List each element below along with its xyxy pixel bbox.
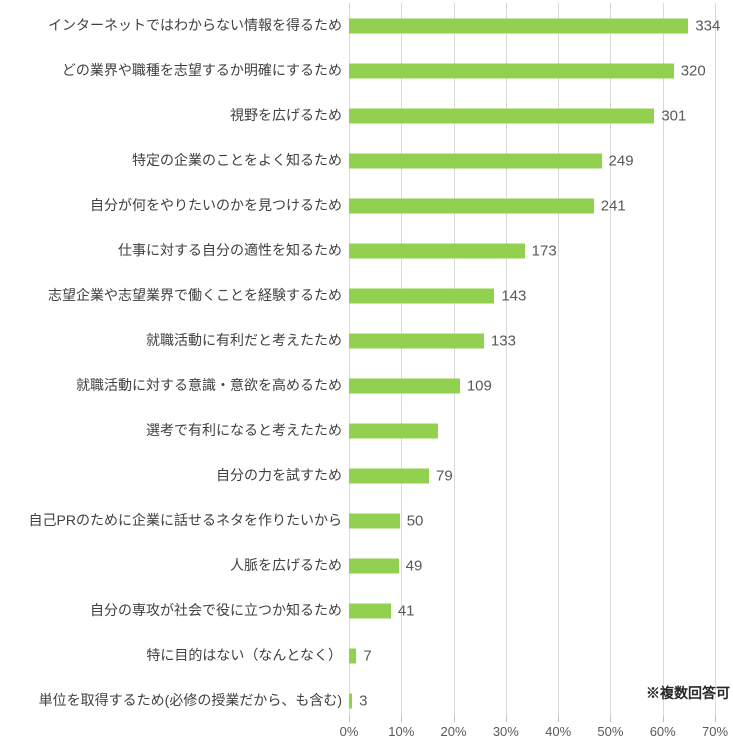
value-label: 143 bbox=[501, 287, 527, 304]
category-label: 自分が何をやりたいのかを見つけるため bbox=[90, 197, 342, 214]
x-axis-tick-label: 20% bbox=[440, 724, 467, 739]
x-axis-tick-label: 40% bbox=[545, 724, 572, 739]
x-axis-tick-label: 10% bbox=[388, 724, 415, 739]
category-label: どの業界や職種を志望するか明確にするため bbox=[61, 62, 342, 79]
bar-track: 50 bbox=[349, 498, 715, 543]
bar-track: 7 bbox=[349, 633, 715, 678]
chart-row: 志望企業や志望業界で働くことを経験するため 143 bbox=[0, 273, 733, 318]
category-label: インターネットではわからない情報を得るため bbox=[48, 17, 342, 34]
bar-track: 241 bbox=[349, 183, 715, 228]
category-label: 自分の力を試すため bbox=[216, 467, 342, 484]
bar-track bbox=[349, 408, 715, 453]
category-label: 志望企業や志望業界で働くことを経験するため bbox=[48, 287, 342, 304]
bar bbox=[349, 423, 438, 438]
bar-track: 109 bbox=[349, 363, 715, 408]
bar-track: 173 bbox=[349, 228, 715, 273]
bar-track: 133 bbox=[349, 318, 715, 363]
bar bbox=[349, 513, 400, 528]
bar bbox=[349, 558, 399, 573]
bar bbox=[349, 198, 594, 213]
chart-row: 自分の力を試すため 79 bbox=[0, 453, 733, 498]
chart-row: どの業界や職種を志望するか明確にするため 320 bbox=[0, 48, 733, 93]
value-label: 41 bbox=[397, 602, 415, 619]
chart-row: 人脈を広げるため 49 bbox=[0, 543, 733, 588]
bar bbox=[349, 243, 525, 258]
category-label: 選考で有利になると考えたため bbox=[146, 422, 342, 439]
category-label: 仕事に対する自分の適性を知るため bbox=[118, 242, 342, 259]
chart-row: 自分の専攻が社会で役に立つか知るため 41 bbox=[0, 588, 733, 633]
chart-row: 視野を広げるため 301 bbox=[0, 93, 733, 138]
multiple-answers-note: ※複数回答可 bbox=[646, 685, 730, 701]
category-label: 自分の専攻が社会で役に立つか知るため bbox=[90, 602, 342, 619]
category-label: 単位を取得するため(必修の授業だから、も含む) bbox=[38, 692, 342, 709]
bar bbox=[349, 108, 655, 123]
category-label: 視野を広げるため bbox=[230, 107, 342, 124]
value-label: 334 bbox=[695, 17, 721, 34]
bar bbox=[349, 603, 391, 618]
value-label: 7 bbox=[363, 647, 372, 664]
x-axis-tick-label: 70% bbox=[701, 724, 729, 739]
value-label: 173 bbox=[531, 242, 557, 259]
bar-track: 41 bbox=[349, 588, 715, 633]
chart-row: 就職活動に対する意識・意欲を高めるため 109 bbox=[0, 363, 733, 408]
chart-row: 自己PRのために企業に話せるネタを作りたいから 50 bbox=[0, 498, 733, 543]
bar bbox=[349, 288, 495, 303]
bar-track: 3 bbox=[349, 678, 715, 723]
bar bbox=[349, 693, 353, 708]
x-axis-tick-label: 0% bbox=[339, 724, 359, 739]
value-label: 241 bbox=[600, 197, 626, 214]
chart-row: インターネットではわからない情報を得るため 334 bbox=[0, 3, 733, 48]
value-label: 79 bbox=[435, 467, 453, 484]
chart-row: 仕事に対する自分の適性を知るため 173 bbox=[0, 228, 733, 273]
category-label: 自己PRのために企業に話せるネタを作りたいから bbox=[28, 512, 342, 529]
chart-row: 自分が何をやりたいのかを見つけるため 241 bbox=[0, 183, 733, 228]
bar bbox=[349, 378, 460, 393]
value-label: 249 bbox=[608, 152, 634, 169]
category-label: 就職活動に有利だと考えたため bbox=[146, 332, 342, 349]
rows-layer: インターネットではわからない情報を得るため 334 どの業界や職種を志望するか明確に… bbox=[0, 3, 733, 723]
bar-track: 301 bbox=[349, 93, 715, 138]
chart-row: 特に目的はない（なんとなく） 7 bbox=[0, 633, 733, 678]
value-label: 49 bbox=[405, 557, 423, 574]
x-axis-tick-label: 60% bbox=[649, 724, 676, 739]
bar-track: 49 bbox=[349, 543, 715, 588]
bar-track: 79 bbox=[349, 453, 715, 498]
bar bbox=[349, 333, 484, 348]
x-axis-tick-label: 30% bbox=[492, 724, 519, 739]
chart-row: 単位を取得するため(必修の授業だから、も含む) 3 bbox=[0, 678, 733, 723]
bar bbox=[349, 153, 602, 168]
chart-row: 選考で有利になると考えたため bbox=[0, 408, 733, 453]
value-label: 320 bbox=[680, 62, 706, 79]
x-axis-tick-label: 50% bbox=[597, 724, 624, 739]
bar bbox=[349, 63, 674, 78]
value-label: 3 bbox=[359, 692, 368, 709]
bar bbox=[349, 648, 357, 663]
bar-track: 320 bbox=[349, 48, 715, 93]
chart-row: 特定の企業のことをよく知るため 249 bbox=[0, 138, 733, 183]
category-label: 就職活動に対する意識・意欲を高めるため bbox=[76, 377, 342, 394]
value-label: 109 bbox=[466, 377, 492, 394]
bar-track: 249 bbox=[349, 138, 715, 183]
bar-track: 334 bbox=[349, 3, 720, 48]
chart-row: 就職活動に有利だと考えたため 133 bbox=[0, 318, 733, 363]
value-label: 50 bbox=[406, 512, 424, 529]
category-label: 特に目的はない（なんとなく） bbox=[146, 647, 342, 664]
category-label: 特定の企業のことをよく知るため bbox=[132, 152, 342, 169]
value-label: 133 bbox=[490, 332, 516, 349]
category-label: 人脈を広げるため bbox=[230, 557, 342, 574]
bar bbox=[349, 18, 689, 33]
value-label: 301 bbox=[661, 107, 687, 124]
bar-track: 143 bbox=[349, 273, 715, 318]
bar bbox=[349, 468, 429, 483]
